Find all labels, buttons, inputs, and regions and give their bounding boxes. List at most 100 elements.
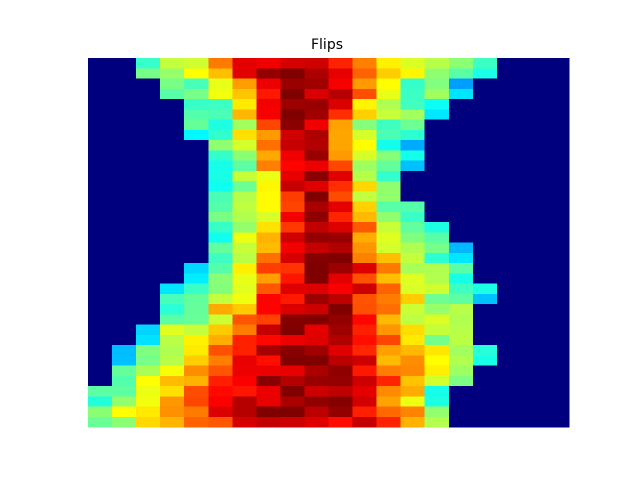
heatmap-cell [304, 150, 330, 162]
heatmap-cell [112, 140, 137, 151]
heatmap-cell [88, 355, 113, 367]
heatmap-cell [520, 416, 546, 428]
heatmap-cell [160, 140, 185, 151]
heatmap-cell [208, 68, 233, 80]
heatmap-cell [304, 293, 330, 305]
heatmap-cell [256, 222, 281, 233]
heatmap-cell [520, 78, 546, 90]
heatmap-cell [496, 334, 522, 346]
heatmap-cell [400, 68, 426, 80]
heatmap-cell [448, 396, 474, 408]
heatmap-cell [280, 140, 306, 151]
heatmap-cell [376, 140, 402, 151]
heatmap-cell [304, 252, 330, 264]
heatmap-cell [352, 222, 378, 233]
heatmap-cell [424, 293, 450, 305]
heatmap-cell [304, 416, 330, 428]
heatmap-cell [424, 119, 450, 131]
heatmap-cell [88, 201, 113, 213]
heatmap-cell [88, 181, 113, 192]
heatmap-cell [208, 170, 233, 182]
heatmap-cell [496, 293, 522, 305]
heatmap-cell [448, 314, 474, 326]
heatmap-cell [112, 345, 137, 356]
heatmap-cell [208, 201, 233, 213]
heatmap-cell [448, 129, 474, 141]
heatmap-cell [208, 88, 233, 100]
heatmap-cell [160, 416, 185, 428]
heatmap-cell [112, 129, 137, 141]
heatmap-cell [184, 355, 209, 367]
heatmap-cell [472, 242, 498, 254]
heatmap-cell [184, 191, 209, 203]
heatmap-cell [280, 304, 306, 315]
heatmap-cell [496, 324, 522, 336]
heatmap-cell [520, 68, 546, 80]
heatmap-cell [376, 375, 402, 387]
heatmap-cell [232, 68, 257, 80]
heatmap-cell [448, 416, 474, 428]
heatmap-cell [496, 99, 522, 110]
heatmap-cell [448, 181, 474, 192]
heatmap-cell [424, 375, 450, 387]
heatmap-cell [328, 222, 354, 233]
heatmap-cell [496, 191, 522, 203]
heatmap-cell [448, 160, 474, 172]
heatmap-cell [400, 232, 426, 244]
heatmap-cell [448, 324, 474, 336]
heatmap-cell [208, 345, 233, 356]
heatmap-cell [232, 314, 257, 326]
heatmap-cell [496, 150, 522, 162]
heatmap-cell [136, 211, 161, 223]
heatmap-cell [280, 68, 306, 80]
heatmap-cell [472, 416, 498, 428]
heatmap-cell [376, 396, 402, 408]
heatmap-cell [88, 252, 113, 264]
heatmap-cell [520, 88, 546, 100]
heatmap-cell [136, 191, 161, 203]
heatmap-cell [280, 252, 306, 264]
heatmap-cell [88, 242, 113, 254]
heatmap-cell [280, 334, 306, 346]
heatmap-cell [232, 304, 257, 315]
heatmap-cell [520, 232, 546, 244]
heatmap-cell [136, 160, 161, 172]
heatmap-cell [544, 273, 570, 285]
heatmap-cell [472, 222, 498, 233]
heatmap-cell [520, 211, 546, 223]
heatmap-cell [544, 150, 570, 162]
heatmap-cell [472, 355, 498, 367]
heatmap-cell [304, 324, 330, 336]
heatmap-cell [136, 242, 161, 254]
heatmap-cell [208, 99, 233, 110]
heatmap-cell [256, 242, 281, 254]
heatmap-cell [256, 375, 281, 387]
heatmap-cell [544, 140, 570, 151]
heatmap-cell [496, 242, 522, 254]
heatmap-cell [472, 334, 498, 346]
heatmap-cell [304, 334, 330, 346]
heatmap-cell [328, 150, 354, 162]
heatmap-cell [544, 68, 570, 80]
heatmap-cell [88, 129, 113, 141]
heatmap-cell [280, 242, 306, 254]
heatmap-cell [136, 68, 161, 80]
heatmap-cell [184, 181, 209, 192]
heatmap-cell [304, 109, 330, 121]
heatmap-cell [112, 150, 137, 162]
heatmap-cell [544, 334, 570, 346]
heatmap-cell [208, 263, 233, 274]
heatmap-cell [184, 293, 209, 305]
heatmap-cell [232, 191, 257, 203]
heatmap-cell [352, 334, 378, 346]
heatmap-cell [304, 273, 330, 285]
heatmap-cell [280, 293, 306, 305]
heatmap-cell [496, 140, 522, 151]
heatmap-cell [376, 232, 402, 244]
heatmap-cell [88, 140, 113, 151]
heatmap-cell [472, 375, 498, 387]
heatmap-cell [112, 58, 137, 69]
heatmap-cell [328, 314, 354, 326]
heatmap-cell [352, 58, 378, 69]
heatmap-cell [424, 355, 450, 367]
